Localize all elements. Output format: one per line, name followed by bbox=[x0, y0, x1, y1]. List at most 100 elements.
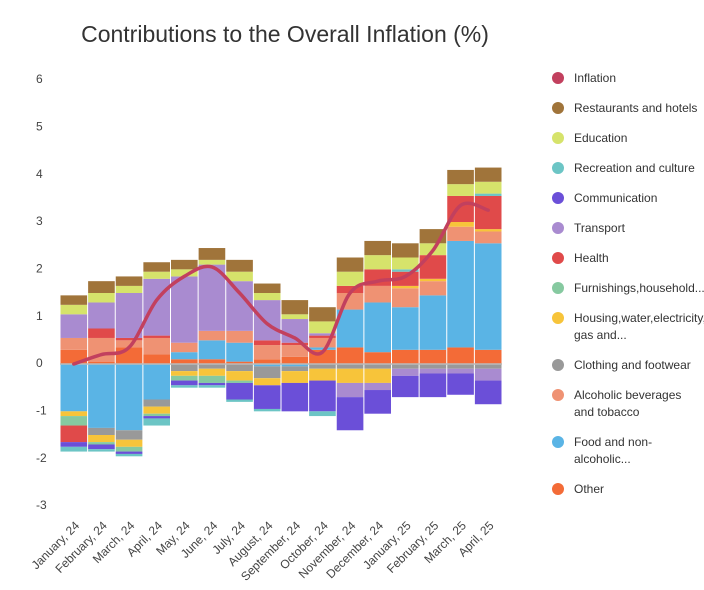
legend-item: Food and non-alcoholic... bbox=[552, 434, 702, 468]
bar-segment bbox=[60, 411, 88, 417]
y-tick-label: 0 bbox=[36, 356, 43, 370]
bar-segment bbox=[392, 257, 419, 270]
bar-segment bbox=[392, 288, 419, 308]
bar-segment bbox=[281, 345, 309, 357]
bar-segment bbox=[253, 340, 281, 346]
bar-segment bbox=[171, 269, 198, 277]
bar-segment bbox=[419, 278, 447, 282]
inflation-line bbox=[72, 201, 490, 366]
bar-segment bbox=[474, 231, 502, 244]
bar-segment bbox=[309, 333, 336, 336]
bar-segment bbox=[474, 368, 502, 381]
chart-title: Contributions to the Overall Inflation (… bbox=[81, 21, 489, 47]
bar-segment bbox=[336, 257, 364, 272]
bar-segment bbox=[88, 449, 115, 452]
legend-item: Health bbox=[552, 250, 702, 267]
legend-item: Furnishings,household... bbox=[552, 280, 704, 297]
bar-segment bbox=[88, 435, 115, 443]
legend-label: Education bbox=[574, 131, 628, 145]
bar-segment bbox=[143, 271, 170, 279]
y-tick-label: 1 bbox=[36, 309, 43, 323]
bar-segment bbox=[336, 364, 364, 369]
legend-item: Alcoholic beverages and tobacco bbox=[552, 387, 702, 421]
bar-segment bbox=[253, 408, 281, 412]
y-tick-label: 4 bbox=[36, 167, 43, 181]
bar-segment bbox=[198, 368, 226, 376]
bar-segment bbox=[171, 375, 198, 381]
legend-swatch bbox=[552, 389, 564, 401]
bar-segment bbox=[88, 302, 115, 329]
bar-segment bbox=[309, 335, 336, 338]
legend-item: Clothing and footwear bbox=[552, 357, 702, 374]
bar-segment bbox=[226, 342, 253, 362]
bar-segment bbox=[392, 349, 419, 364]
bar-segment bbox=[392, 307, 419, 350]
bar-segment bbox=[198, 375, 226, 383]
bar-segment bbox=[392, 375, 419, 398]
bar-segment bbox=[336, 271, 364, 286]
bar-segment bbox=[474, 181, 502, 194]
bar-segment bbox=[115, 276, 143, 286]
bar-segment bbox=[143, 364, 170, 400]
bar-segment bbox=[115, 293, 143, 338]
bar-segment bbox=[143, 413, 170, 417]
bar-segment bbox=[253, 345, 281, 360]
bar-segment bbox=[226, 281, 253, 331]
bar-segment bbox=[198, 259, 226, 265]
bar-segment bbox=[281, 382, 309, 412]
bar-segment bbox=[60, 364, 88, 412]
bar-segment bbox=[336, 368, 364, 383]
legend-label: Clothing and footwear bbox=[574, 358, 691, 372]
bar-segment bbox=[281, 314, 309, 320]
legend-item: Recreation and culture bbox=[552, 160, 702, 177]
bar-segment bbox=[88, 293, 115, 303]
bar-segment bbox=[226, 382, 253, 400]
legend-swatch bbox=[552, 359, 564, 371]
bar-segment bbox=[143, 278, 170, 336]
bar-segment bbox=[198, 385, 226, 388]
bar-segment bbox=[281, 364, 309, 367]
bar-segment bbox=[364, 240, 391, 256]
y-tick-label: 5 bbox=[36, 120, 43, 134]
bar-segment bbox=[281, 300, 309, 315]
bar-segment bbox=[171, 380, 198, 386]
bar-segment bbox=[226, 364, 253, 372]
legend-label: Health bbox=[574, 251, 609, 265]
bar-segment bbox=[226, 330, 253, 343]
bar-segment bbox=[143, 418, 170, 426]
bar-segment bbox=[474, 193, 502, 196]
bar-segment bbox=[447, 169, 474, 185]
legend-label: Restaurants and hotels bbox=[574, 101, 698, 115]
bar-segment bbox=[392, 271, 419, 286]
bar-segment bbox=[171, 359, 198, 364]
bar-segment bbox=[115, 439, 143, 447]
bar-segment bbox=[309, 364, 336, 369]
bar-segment bbox=[60, 304, 88, 315]
bar-segment bbox=[392, 364, 419, 369]
bar-segment bbox=[198, 248, 226, 260]
legend-item: Housing,water,electricity, gas and... bbox=[552, 310, 704, 344]
bar-segment bbox=[474, 167, 502, 182]
legend-swatch bbox=[552, 132, 564, 144]
bar-segment bbox=[419, 349, 447, 364]
bar-segment bbox=[115, 364, 143, 431]
bar-segment bbox=[60, 337, 88, 350]
bar-segment bbox=[364, 285, 391, 303]
bar-segment bbox=[88, 281, 115, 293]
bar-segment bbox=[419, 368, 447, 374]
bar-segment bbox=[336, 382, 364, 398]
legend-swatch bbox=[552, 483, 564, 495]
bar-segment bbox=[419, 364, 447, 369]
bar-segment bbox=[253, 293, 281, 301]
bar-segment bbox=[309, 321, 336, 334]
bar-segment bbox=[143, 399, 170, 407]
bar-segment bbox=[474, 195, 502, 230]
bar-segment bbox=[364, 352, 391, 364]
bar-segment bbox=[88, 427, 115, 435]
bar-segment bbox=[198, 340, 226, 360]
bar-segment bbox=[447, 347, 474, 364]
y-tick-label: 2 bbox=[36, 262, 43, 276]
bar-segment bbox=[198, 364, 226, 369]
bar-segment bbox=[143, 335, 170, 338]
